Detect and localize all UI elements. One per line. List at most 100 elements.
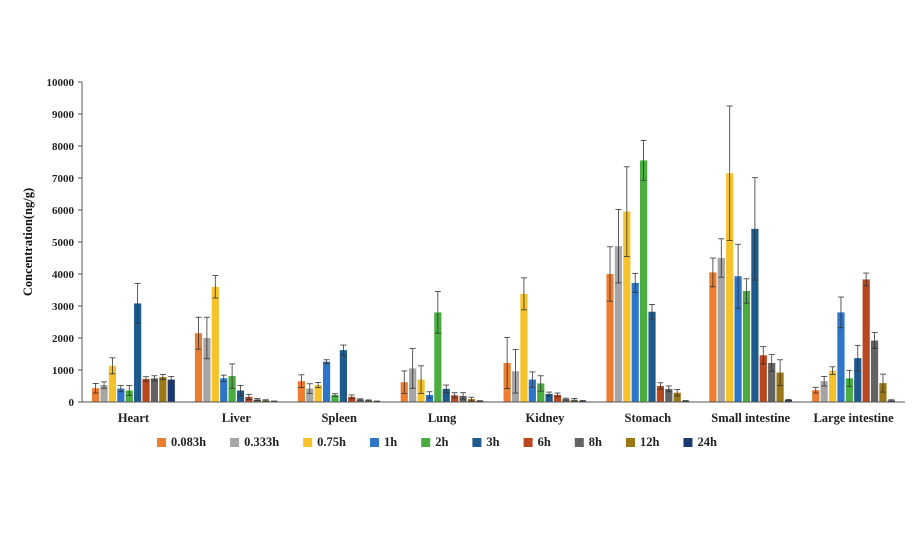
bar-3h-large-intestine bbox=[854, 358, 862, 402]
bar-0.083h-small-intestine bbox=[709, 272, 717, 402]
x-axis: Heart Liver Spleen Lung Kidney Stomach Small i… bbox=[82, 401, 905, 425]
bar-3h-lung bbox=[442, 388, 450, 402]
bar-3h-liver bbox=[236, 390, 245, 402]
y-tick-label: 10000 bbox=[47, 77, 75, 89]
x-category-label: Spleen bbox=[321, 411, 356, 425]
bar-0.333h-stomach bbox=[614, 246, 623, 402]
bar-6h-heart bbox=[142, 378, 150, 402]
bar-2h-spleen bbox=[331, 394, 339, 402]
legend-label: 0.083h bbox=[171, 435, 206, 449]
bar-12h-large-intestine bbox=[879, 383, 887, 402]
bar-2h-liver bbox=[228, 376, 236, 402]
bar-12h-small-intestine bbox=[776, 372, 784, 402]
bar-8h-kidney bbox=[562, 399, 570, 402]
bar-3h-spleen bbox=[339, 350, 347, 402]
y-tick-label: 6000 bbox=[52, 205, 75, 217]
bar-2h-heart bbox=[125, 390, 133, 402]
bar-0.75h-liver bbox=[211, 286, 219, 402]
bar-0.333h-liver bbox=[203, 338, 211, 402]
bar-6h-spleen bbox=[348, 396, 356, 402]
bar-0.333h-heart bbox=[100, 385, 108, 402]
y-tick-label: 8000 bbox=[52, 141, 75, 153]
bar-0.083h-spleen bbox=[297, 381, 305, 402]
bar-1h-stomach bbox=[631, 282, 639, 402]
legend-swatch bbox=[157, 438, 166, 447]
legend-label: 2h bbox=[435, 435, 448, 449]
legend-label: 12h bbox=[640, 435, 660, 449]
bar-3h-heart bbox=[134, 303, 142, 402]
bar-2h-large-intestine bbox=[845, 378, 853, 402]
legend-swatch bbox=[230, 438, 240, 447]
y-axis: 0 1000 2000 3000 4000 5000 6000 7000 8000 9000 100… bbox=[47, 77, 83, 409]
bar-1h-liver bbox=[220, 378, 228, 402]
bar-0.75h-large-intestine bbox=[828, 370, 837, 402]
legend-label: 8h bbox=[589, 435, 602, 449]
legend-swatch bbox=[683, 438, 693, 447]
x-category-label: Large intestine bbox=[813, 411, 894, 425]
legend-swatch bbox=[303, 438, 313, 447]
bar-0.083h-liver bbox=[194, 333, 203, 402]
bar-6h-kidney bbox=[553, 394, 562, 402]
bars bbox=[92, 105, 895, 403]
bar-0.75h-kidney bbox=[520, 293, 528, 402]
bar-0.333h-small-intestine bbox=[717, 258, 725, 402]
legend-swatch bbox=[574, 438, 584, 447]
bar-6h-small-intestine bbox=[759, 355, 767, 402]
y-tick-label: 7000 bbox=[52, 173, 75, 185]
bar-2h-small-intestine bbox=[742, 290, 751, 402]
x-category-label: Kidney bbox=[525, 411, 565, 425]
x-category-label: Liver bbox=[222, 411, 252, 425]
bar-0.083h-heart bbox=[92, 388, 100, 402]
y-tick-label: 2000 bbox=[52, 333, 75, 345]
y-axis-label: Concentration(ng/g) bbox=[21, 188, 35, 296]
y-tick-label: 9000 bbox=[52, 109, 75, 121]
bar-3h-small-intestine bbox=[751, 228, 759, 402]
bar-0.75h-stomach bbox=[623, 211, 631, 402]
bar-1h-large-intestine bbox=[837, 312, 845, 402]
bar-0.083h-large-intestine bbox=[812, 390, 820, 402]
x-category-label: Lung bbox=[428, 411, 457, 425]
bar-6h-large-intestine bbox=[862, 279, 870, 402]
y-tick-label: 3000 bbox=[52, 301, 75, 313]
bar-12h-heart bbox=[159, 377, 167, 402]
legend-label: 24h bbox=[697, 435, 717, 449]
x-category-label: Small intestine bbox=[711, 411, 790, 425]
legend-label: 3h bbox=[486, 435, 499, 449]
bar-0.75h-small-intestine bbox=[726, 173, 734, 402]
bar-0.083h-stomach bbox=[606, 274, 614, 402]
legend: 0.083h 0.333h 0.75h 1h 2h 3h 6h 8h 12h 24h bbox=[157, 435, 717, 449]
y-tick-label: 4000 bbox=[52, 269, 75, 281]
legend-label: 1h bbox=[384, 435, 397, 449]
bar-0.333h-large-intestine bbox=[820, 381, 828, 402]
legend-swatch bbox=[626, 438, 635, 447]
bar-1h-kidney bbox=[528, 379, 536, 402]
legend-label: 0.333h bbox=[244, 435, 279, 449]
bar-0.75h-heart bbox=[108, 365, 117, 402]
x-category-label: Heart bbox=[118, 411, 150, 425]
legend-label: 6h bbox=[538, 435, 551, 449]
y-tick-label: 1000 bbox=[52, 365, 75, 377]
bar-12h-stomach bbox=[673, 392, 681, 402]
y-tick-label: 5000 bbox=[52, 237, 75, 249]
bar-2h-kidney bbox=[537, 383, 545, 402]
bar-0.75h-spleen bbox=[314, 385, 322, 402]
bar-8h-large-intestine bbox=[870, 340, 879, 402]
legend-swatch bbox=[523, 438, 533, 447]
bar-6h-stomach bbox=[656, 386, 665, 402]
bar-3h-stomach bbox=[648, 311, 656, 402]
bar-8h-stomach bbox=[665, 388, 673, 402]
legend-swatch bbox=[421, 438, 431, 447]
legend-swatch bbox=[369, 438, 379, 447]
bar-1h-spleen bbox=[322, 361, 331, 402]
bar-8h-heart bbox=[150, 378, 159, 402]
bar-2h-stomach bbox=[640, 160, 648, 402]
bar-8h-small-intestine bbox=[768, 362, 776, 402]
bar-3h-kidney bbox=[545, 394, 553, 402]
bar-8h-spleen bbox=[356, 399, 364, 402]
bar-6h-lung bbox=[451, 395, 459, 402]
bar-1h-small-intestine bbox=[734, 276, 742, 402]
bar-1h-heart bbox=[117, 388, 125, 402]
bar-0.333h-spleen bbox=[306, 388, 314, 402]
